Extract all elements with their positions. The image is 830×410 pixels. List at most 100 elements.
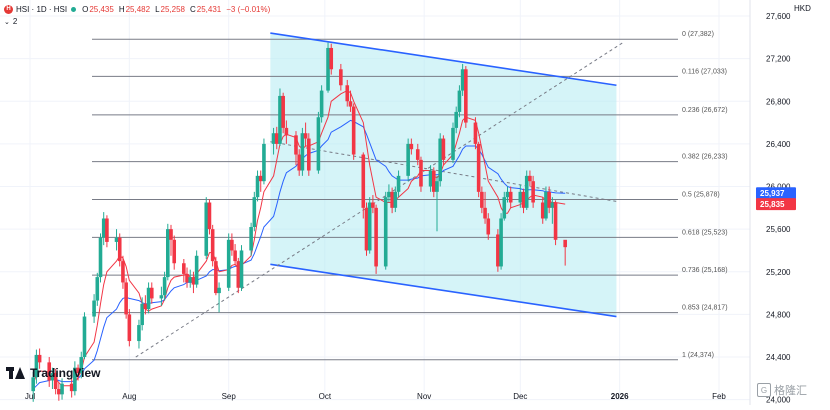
fib-level-label: 0.236 (26,672) [682, 107, 728, 114]
candle-body [53, 373, 58, 390]
candle [505, 186, 510, 203]
candle-body [547, 191, 551, 208]
candle [47, 357, 52, 387]
candle-body [92, 300, 96, 317]
candle-body [553, 202, 558, 240]
candle-body [230, 239, 234, 251]
candle-body [505, 191, 510, 198]
candle-body [239, 250, 244, 288]
candle-body [457, 90, 462, 112]
candle-body [329, 47, 334, 70]
candle-body [166, 229, 170, 278]
candle-body [502, 197, 507, 219]
candle [159, 286, 164, 306]
candle [34, 349, 39, 384]
candle-body [127, 314, 132, 342]
candle-body [57, 389, 61, 395]
symbol-title[interactable]: HSI · 1D · HSI [16, 4, 68, 14]
currency-label[interactable]: HKD [794, 4, 811, 13]
candle-body [274, 133, 279, 144]
time-axis-label: Jul [25, 392, 35, 401]
time-axis-label: Aug [122, 392, 136, 401]
candle [393, 186, 398, 213]
candle [480, 186, 484, 214]
watermark-logo-icon: G [757, 383, 771, 397]
candle [435, 175, 439, 232]
candle-body [185, 273, 189, 283]
price-axis-label: 25,200 [766, 268, 791, 277]
candle [53, 368, 58, 395]
candle-body [194, 255, 199, 285]
candle [345, 79, 350, 107]
candle [217, 282, 221, 313]
candle [540, 197, 545, 224]
candle-body [428, 170, 433, 187]
candle-body [297, 154, 301, 171]
candle-body [454, 111, 459, 128]
candle-body [483, 207, 487, 219]
candle [214, 256, 218, 296]
candle-body [524, 175, 529, 208]
indicators-toggle[interactable]: ⌄ 2 [4, 17, 17, 26]
candle-body [473, 122, 478, 144]
candle [271, 127, 276, 155]
tradingview-logo-icon [6, 367, 26, 379]
candle-body [521, 191, 526, 208]
candle-body [326, 47, 330, 91]
candle-body [207, 202, 212, 230]
candle [226, 233, 231, 291]
candle-body [486, 218, 491, 235]
change-value: −3 (−0.01%) [226, 4, 271, 14]
candle-body [374, 207, 378, 267]
candle-body [371, 202, 375, 208]
candle [297, 149, 301, 176]
price-axis-label: 24,800 [766, 310, 791, 319]
price-axis-label: 26,400 [766, 140, 791, 149]
candle [37, 348, 42, 369]
candle [374, 204, 378, 274]
candle-body [563, 239, 567, 248]
candle [502, 191, 507, 221]
channel-area [270, 33, 617, 317]
candle [563, 239, 567, 266]
candle-body [284, 127, 289, 136]
candle-body [47, 362, 52, 381]
candle [79, 351, 84, 379]
candle-body [528, 175, 532, 182]
price-tag-value: 25,835 [760, 200, 785, 209]
candle-body [159, 295, 164, 299]
tradingview-logo[interactable]: TradingView [6, 366, 100, 380]
candle-body [383, 197, 388, 267]
candle [364, 202, 369, 256]
candle [550, 197, 555, 224]
candle [249, 222, 253, 256]
candle [95, 272, 100, 306]
candle [236, 257, 241, 294]
candle [547, 186, 551, 214]
price-tag-bg [756, 187, 796, 200]
candle-body [124, 282, 128, 315]
candle-body [390, 191, 394, 208]
candle-body [252, 197, 257, 228]
candle [367, 197, 372, 254]
fib-level-label: 0.618 (25,523) [682, 229, 728, 236]
candle [457, 85, 462, 118]
candle-body [339, 69, 343, 86]
candle [473, 117, 478, 150]
candle [284, 120, 289, 144]
candle [281, 92, 285, 134]
candle [207, 199, 212, 235]
candle-body [37, 354, 42, 363]
candle-body [114, 237, 119, 242]
chart-header: H HSI · 1D · HSI O 25,435 H 25,482 L 25,258… [4, 2, 275, 16]
candle-body [262, 143, 266, 182]
low-value: 25,258 [160, 4, 185, 14]
candle [361, 152, 366, 219]
candle [117, 233, 122, 267]
candle [239, 245, 244, 291]
candle-body [140, 303, 144, 326]
price-axis-label: 24,000 [766, 396, 791, 405]
price-axis-label: 25,600 [766, 225, 791, 234]
